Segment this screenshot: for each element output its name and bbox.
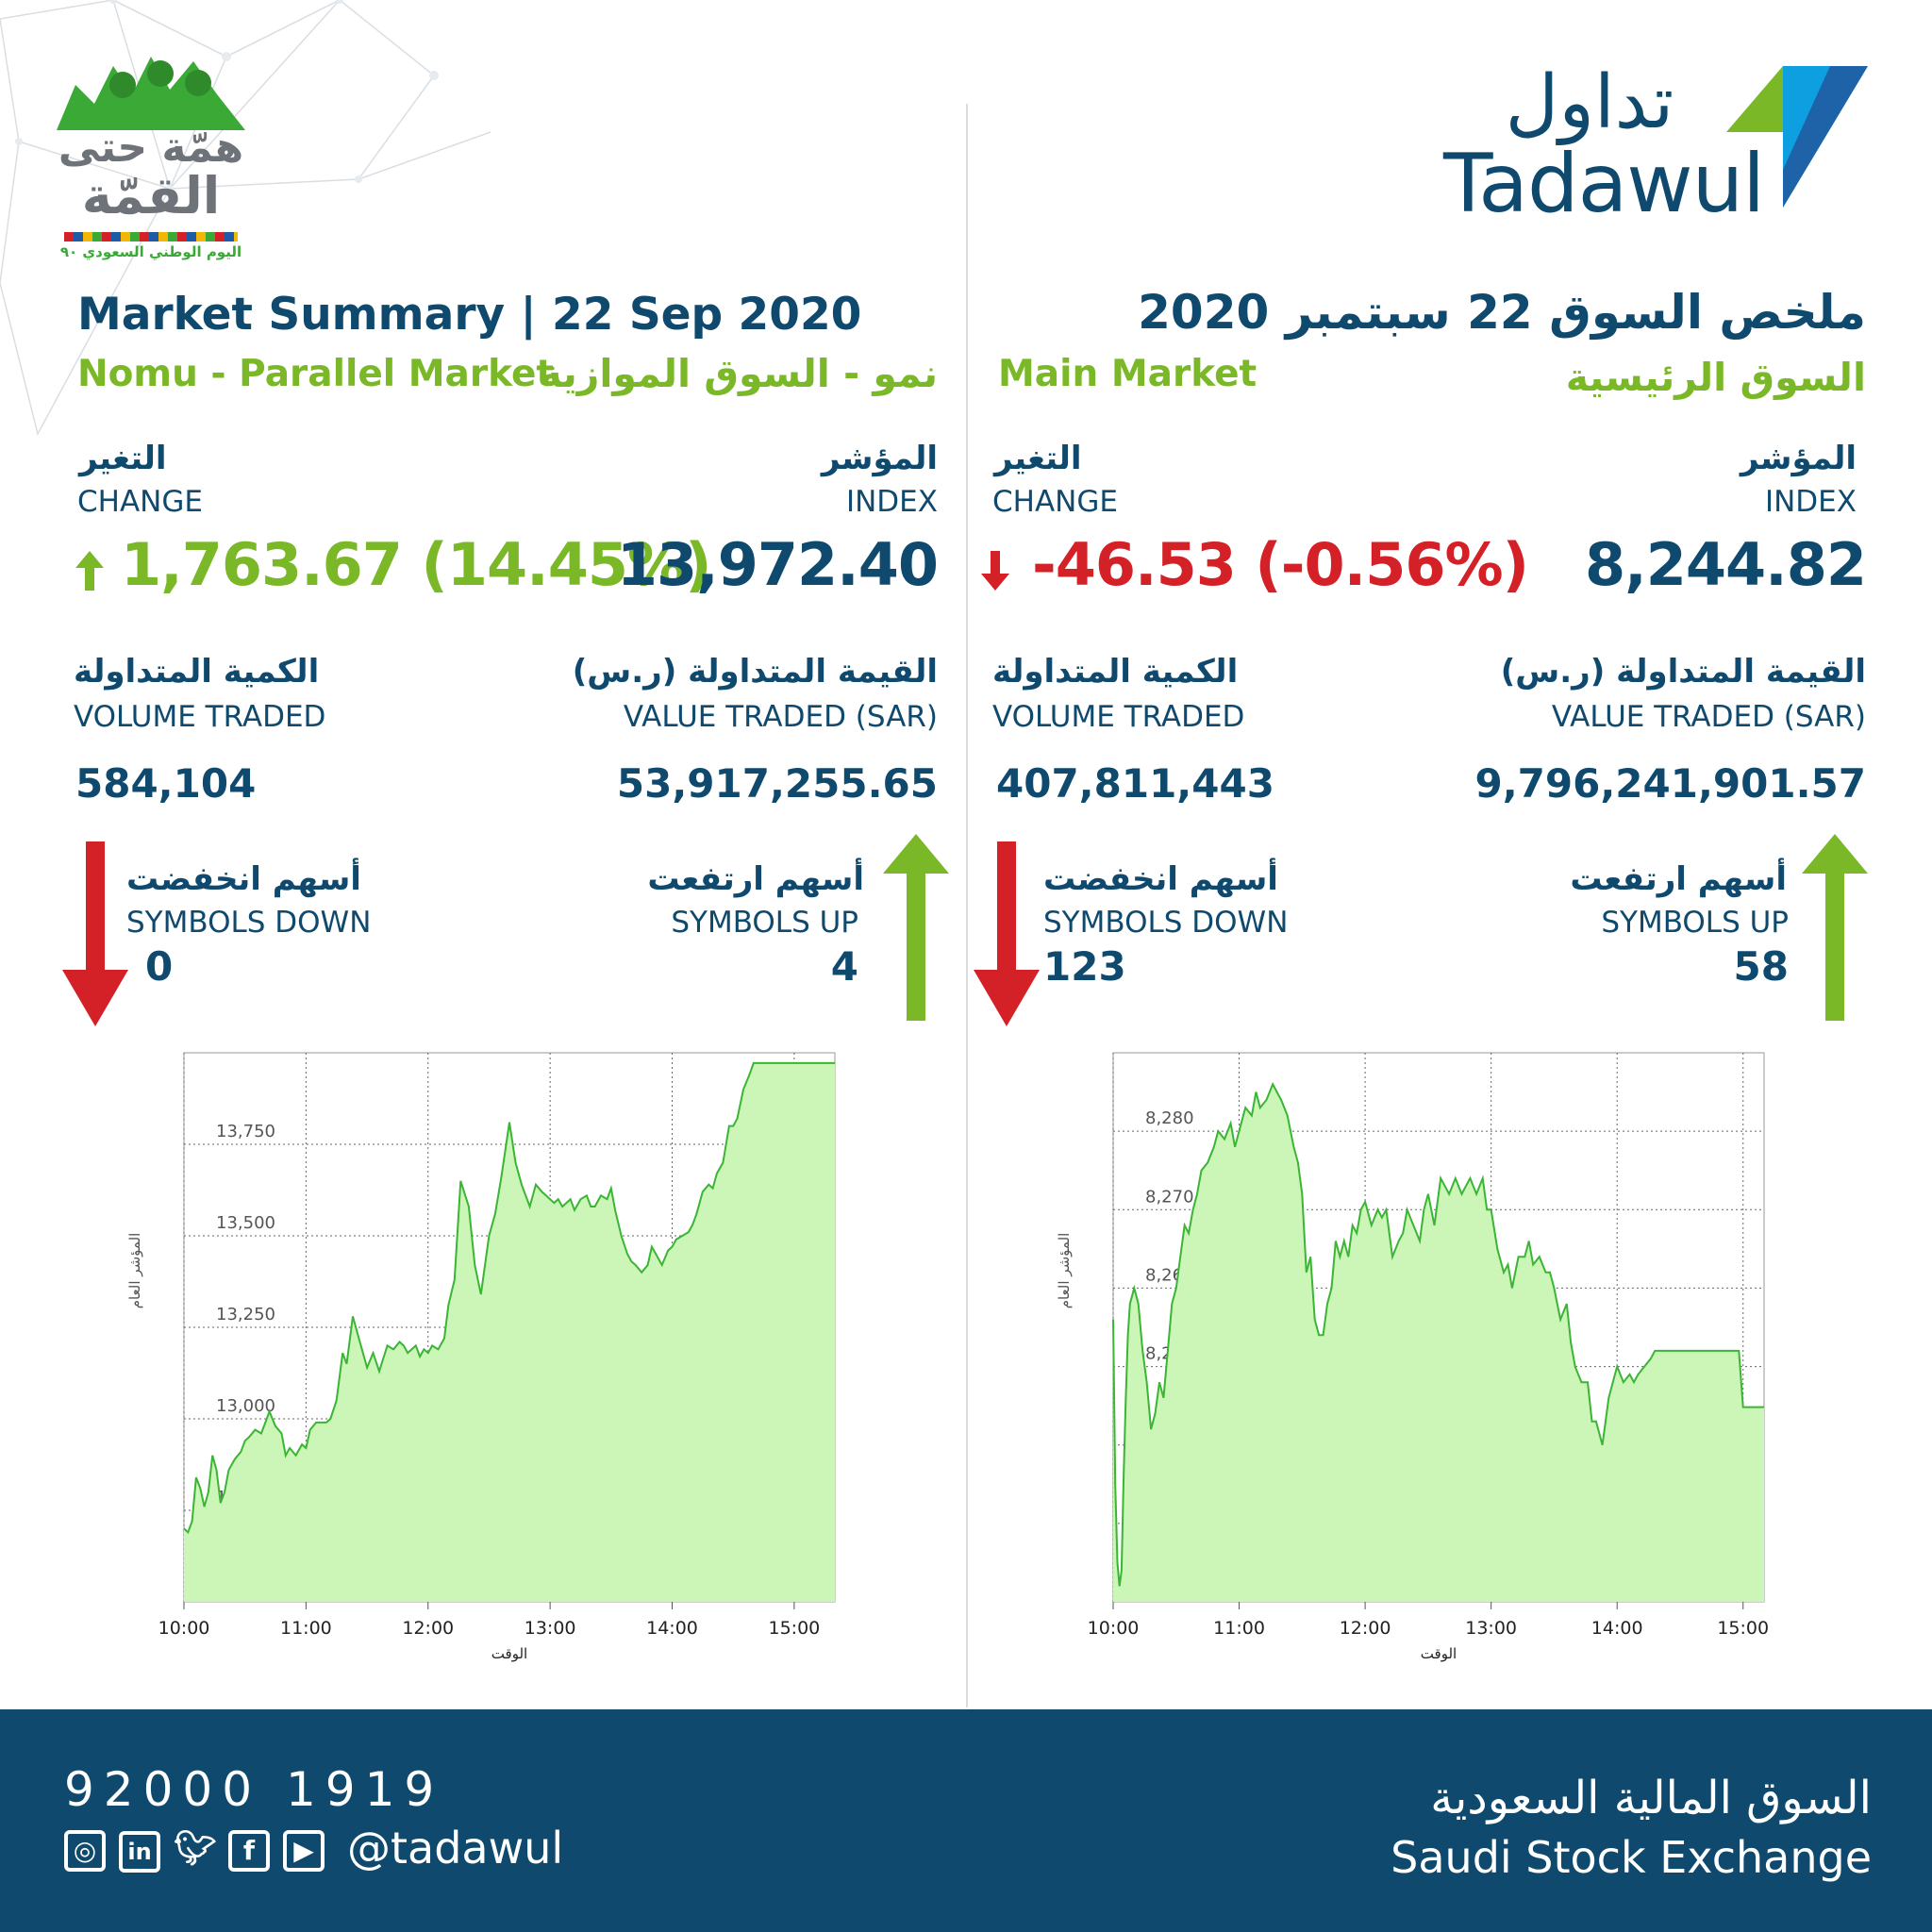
nomu-down-label-en: SYMBOLS DOWN [126,906,372,940]
campaign-logo: همّة حتى القمّة اليوم الوطني السعودي ٩٠ [57,47,245,264]
nomu-up-label-ar: أسهم ارتفعت [647,860,864,898]
main-up-label-ar: أسهم ارتفعت [1570,860,1787,898]
footer-exchange-en: Saudi Stock Exchange [1391,1832,1872,1883]
linkedin-icon[interactable]: in [119,1831,160,1873]
chart0-x-tick-label: 15:00 [768,1618,820,1639]
main-symbols-up-arrow-icon [1802,834,1868,1021]
nomu-volume-label-ar: الكمية المتداولة [74,653,320,691]
chart0-y-axis-title: المؤشر العام [126,1233,143,1309]
main-volume-value: 407,811,443 [996,760,1274,807]
logo-english: Tadawul [1443,137,1765,231]
chart0-y-tick-label: 13,000 [216,1396,275,1416]
chart1-y-axis-title: المؤشر العام [1056,1233,1073,1309]
main-name-en: Main Market [998,353,1257,395]
main-change-label-en: CHANGE [992,485,1118,519]
chart0-y-tick-label: 13,750 [216,1122,275,1141]
social-links: ◎ in 🐦︎ f ▶ [64,1830,338,1877]
mountain-portraits-icon [57,57,245,130]
nomu-change-label-ar: التغير [79,440,167,477]
main-down-label-en: SYMBOLS DOWN [1043,906,1289,940]
nomu-name-ar: نمو - السوق الموازية [539,351,938,396]
chart0-series-line [183,1061,835,1535]
main-index-chart: 8,2308,2408,2508,2608,2708,28010:0011:00… [1056,1052,1769,1662]
chart0-x-axis-title: الوقت [491,1645,527,1662]
chart1-x-tick-label: 15:00 [1717,1618,1769,1639]
chart1-y-tick-label: 8,280 [1145,1108,1194,1128]
chart1-series-line [1112,1081,1764,1587]
chart1-x-tick-label: 14:00 [1591,1618,1643,1639]
main-index-value: 8,244.82 [1585,530,1867,599]
instagram-icon[interactable]: ◎ [64,1830,106,1872]
nomu-down-value: 0 [145,943,174,990]
main-up-value: 58 [1733,943,1789,990]
chart1-x-tick-label: 10:00 [1088,1618,1140,1639]
chart1-y-tick-label: 8,270 [1145,1187,1194,1207]
main-name-ar: السوق الرئيسية [1565,355,1866,400]
nomu-volume-value: 584,104 [75,760,257,807]
nomu-up-value: 4 [830,943,858,990]
nomu-index-label-en: INDEX [845,485,938,519]
nomu-symbols-up-arrow-icon [883,834,949,1021]
main-volume-label-en: VOLUME TRADED [992,700,1245,734]
decorative-network-pattern [0,0,491,437]
nomu-change-label-en: CHANGE [77,485,203,519]
footer-exchange-ar: السوق المالية السعودية [1430,1772,1872,1824]
chart0-y-tick-label: 13,500 [216,1213,275,1233]
main-value-label-ar: القيمة المتداولة (ر.س) [1500,653,1866,691]
chart1-area-fill [1113,1084,1764,1602]
chart0-x-tick-label: 10:00 [158,1618,210,1639]
youtube-icon[interactable]: ▶ [283,1830,325,1872]
tadawul-logo: تداول Tadawul [1443,60,1877,231]
column-divider [966,104,968,1707]
nomu-value-label-en: VALUE TRADED (SAR) [623,700,938,734]
campaign-subtitle: اليوم الوطني السعودي ٩٠ [59,243,242,260]
nomu-name-en: Nomu - Parallel Market [77,353,555,395]
nomu-up-label-en: SYMBOLS UP [671,906,858,940]
main-value-value: 9,796,241,901.57 [1474,760,1866,807]
chart1-x-tick-label: 13:00 [1465,1618,1517,1639]
logo-arabic: تداول [1505,60,1674,145]
chart1-x-axis-title: الوقت [1421,1645,1457,1662]
chart0-x-tick-label: 11:00 [280,1618,332,1639]
nomu-volume-label-en: VOLUME TRADED [74,700,326,734]
campaign-flag-strip [64,232,238,242]
chart0-x-tick-label: 12:00 [402,1618,454,1639]
twitter-icon[interactable]: 🐦︎ [174,1829,217,1868]
main-index-label-en: INDEX [1764,485,1857,519]
main-down-arrow-icon [981,551,1009,591]
page-title-en: Market Summary | 22 Sep 2020 [77,289,862,341]
nomu-down-label-ar: أسهم انخفضت [126,860,361,898]
campaign-line1: همّة حتى [58,124,244,172]
main-change-value: -46.53 (-0.56%) [1032,530,1529,599]
nomu-value-value: 53,917,255.65 [616,760,938,807]
main-down-label-ar: أسهم انخفضت [1043,860,1278,898]
main-down-value: 123 [1043,943,1126,990]
page-title-ar: ملخص السوق 22 سبتمبر 2020 [1138,285,1866,340]
main-symbols-down-arrow-icon [974,841,1040,1026]
nomu-down-arrow-icon [62,841,128,1026]
footer-handle[interactable]: @tadawul [347,1823,564,1874]
footer-phone: 92000 1919 [64,1762,444,1817]
nomu-up-arrow-icon [75,551,104,591]
chart0-x-tick-label: 14:00 [646,1618,698,1639]
nomu-change-value: 1,763.67 (14.45%) [121,530,711,599]
footer-bar [0,1709,1932,1932]
nomu-index-chart: 12,75013,00013,25013,50013,75010:0011:00… [126,1052,836,1662]
main-value-label-en: VALUE TRADED (SAR) [1551,700,1866,734]
chart0-area-fill [184,1062,835,1602]
campaign-line2: القمّة [81,166,221,225]
chart1-x-tick-label: 11:00 [1213,1618,1265,1639]
chart1-x-tick-label: 12:00 [1340,1618,1391,1639]
chart0-x-tick-label: 13:00 [525,1618,576,1639]
chart0-y-tick-label: 13,250 [216,1305,275,1324]
nomu-index-label-ar: المؤشر [821,440,938,477]
main-up-label-en: SYMBOLS UP [1601,906,1789,940]
main-index-label-ar: المؤشر [1740,440,1857,477]
tadawul-triangle-icon [1726,66,1868,208]
nomu-value-label-ar: القيمة المتداولة (ر.س) [572,653,938,691]
nomu-index-value: 13,972.40 [616,530,939,599]
facebook-icon[interactable]: f [228,1830,270,1872]
main-volume-label-ar: الكمية المتداولة [992,653,1239,691]
main-change-label-ar: التغير [994,440,1082,477]
